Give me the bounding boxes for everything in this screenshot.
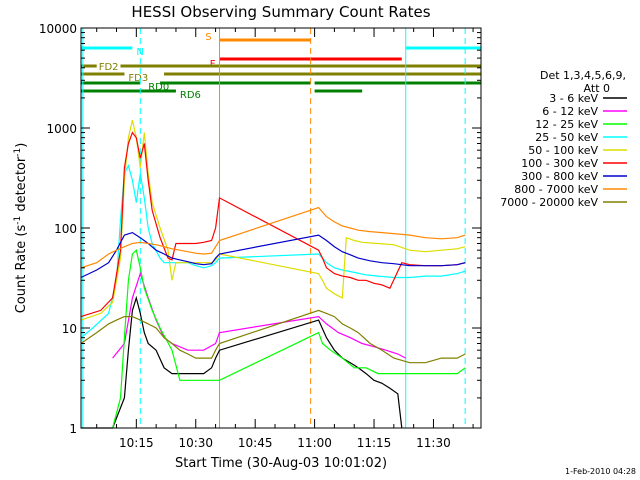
- x-tick-label: 10:45: [238, 436, 273, 450]
- legend-label: 100 - 300 keV: [521, 157, 598, 170]
- y-label-sup-1: -1: [13, 216, 23, 225]
- y-label-sup-2: -1: [13, 148, 23, 157]
- x-axis-label: Start Time (30-Aug-03 10:01:02): [175, 456, 387, 471]
- legend-label: 25 - 50 keV: [535, 131, 598, 144]
- x-tick-label: 10:30: [178, 436, 213, 450]
- y-axis: 1 10 100 1000 10000: [39, 22, 481, 436]
- y-label-part-c: ): [14, 143, 29, 148]
- flag-bar-label: S: [205, 32, 211, 43]
- series-line: [80, 131, 466, 318]
- legend-label: 6 - 12 keV: [542, 105, 598, 118]
- series-line: [80, 119, 466, 321]
- flag-bar-label: RD6: [180, 90, 201, 101]
- legend-label: 50 - 100 keV: [528, 144, 598, 157]
- series-line: [80, 164, 466, 339]
- flag-bar-label: FD3: [128, 73, 148, 84]
- series-line: [80, 295, 403, 429]
- legend-label: 800 - 7000 keV: [514, 183, 598, 196]
- legend-header-line2: Att 0: [584, 82, 610, 95]
- x-tick-label: 11:30: [416, 436, 451, 450]
- x-tick-label: 10:15: [119, 436, 154, 450]
- flag-bar-label: FD2: [99, 62, 119, 73]
- series-line: [80, 231, 466, 279]
- series-line: [80, 206, 466, 269]
- series-lines: [80, 119, 466, 429]
- chart-title: HESSI Observing Summary Count Rates: [131, 3, 430, 21]
- y-tick-label: 100: [54, 222, 77, 236]
- x-tick-label: 11:15: [357, 436, 392, 450]
- flag-bar-label: RD0: [148, 82, 169, 93]
- x-axis: 10:15 10:30 10:45 11:00 11:15 11:30: [96, 28, 474, 450]
- legend-label: 3 - 6 keV: [549, 92, 598, 105]
- y-label-part-a: Count Rate (s: [14, 225, 29, 314]
- vertical-markers: [82, 28, 466, 428]
- footer-date: 1-Feb-2010 04:28: [565, 467, 636, 476]
- y-axis-label: Count Rate (s-1 detector-1): [13, 143, 29, 314]
- series-line: [80, 309, 466, 364]
- legend-label: 7000 - 20000 keV: [500, 196, 598, 209]
- x-tick-label: 11:00: [297, 436, 332, 450]
- y-tick-label: 10000: [39, 22, 77, 36]
- legend-header-line1: Det 1,3,4,5,6,9,: [540, 69, 626, 82]
- legend-label: 12 - 25 keV: [535, 118, 598, 131]
- y-label-part-b: detector: [14, 156, 29, 216]
- y-tick-label: 10: [62, 322, 77, 336]
- legend-label: 300 - 800 keV: [521, 170, 598, 183]
- y-tick-label: 1: [69, 422, 77, 436]
- y-tick-label: 1000: [46, 122, 77, 136]
- series-line: [112, 249, 466, 429]
